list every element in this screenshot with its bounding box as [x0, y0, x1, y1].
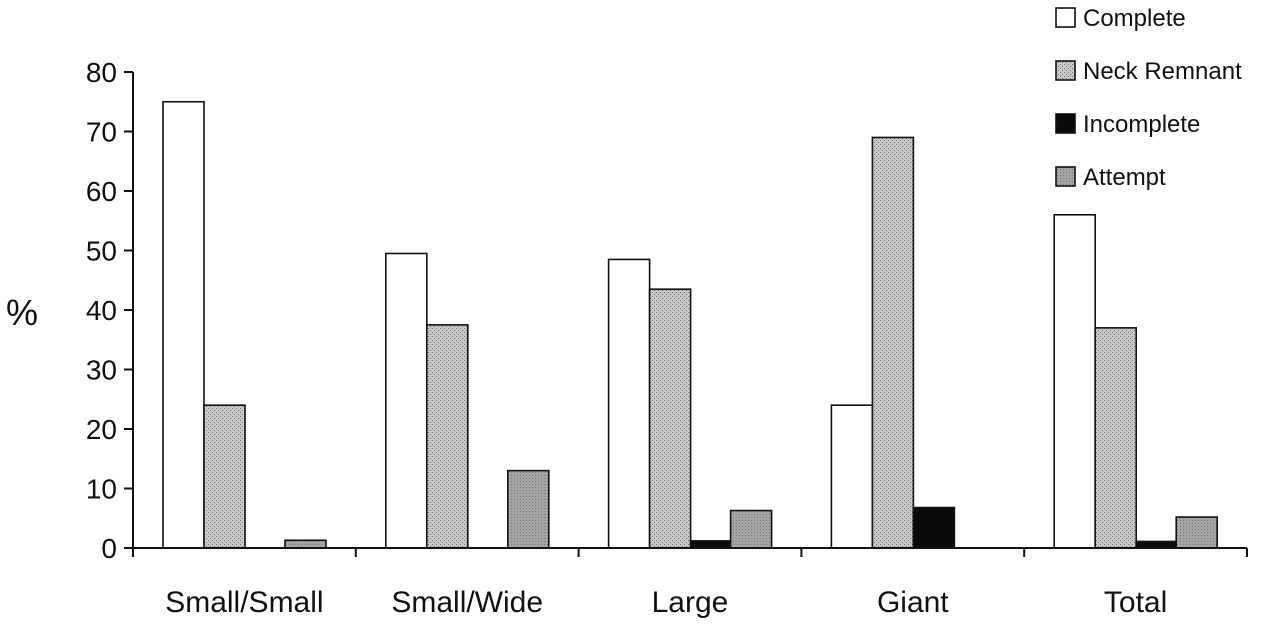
bar-complete	[607, 258, 651, 549]
y-tick-label: 80	[86, 57, 117, 88]
y-tick-label: 60	[86, 176, 117, 207]
bar-incomplete	[689, 540, 733, 549]
x-tick-label: Small/Wide	[391, 586, 543, 619]
y-tick-label: 70	[86, 117, 117, 148]
legend-label: Attempt	[1083, 164, 1166, 191]
y-axis: 0 10 20 30 40 50 60 70 80	[86, 57, 134, 564]
y-tick-label: 30	[86, 355, 117, 386]
legend-swatch	[1055, 166, 1076, 187]
bar-neck-remnant	[203, 404, 246, 549]
bar-complete	[162, 100, 205, 549]
bar-neck-remnant	[425, 324, 469, 549]
y-tick-label: 40	[86, 295, 117, 326]
bar-attempt	[729, 509, 773, 549]
y-tick-label: 0	[101, 533, 117, 564]
x-axis: Small/Small Small/Wide Large Giant Total	[132, 547, 1248, 619]
y-tick-label: 20	[86, 414, 117, 445]
x-tick-label: Small/Small	[165, 586, 323, 619]
x-tick-label: Total	[1104, 586, 1167, 619]
bar-complete	[1053, 214, 1096, 549]
bar-complete	[384, 252, 428, 549]
legend: Complete Neck Remnant Incomplete Attempt	[1055, 5, 1242, 191]
y-tick-label: 50	[86, 236, 117, 267]
bar-attempt	[1175, 516, 1218, 549]
bar-complete	[830, 404, 874, 549]
y-axis-label: %	[6, 292, 38, 333]
bar-neck-remnant	[648, 288, 692, 549]
legend-label: Complete	[1083, 5, 1186, 32]
y-tick-label: 10	[86, 474, 117, 505]
legend-swatch	[1055, 60, 1076, 81]
legend-swatch	[1055, 113, 1076, 134]
bar-neck-remnant	[871, 136, 915, 549]
legend-label: Incomplete	[1083, 111, 1200, 138]
bar-neck-remnant	[1094, 327, 1137, 549]
bar-attempt	[506, 469, 550, 549]
bar-attempt	[284, 539, 327, 549]
bar-incomplete	[912, 506, 956, 549]
legend-label: Neck Remnant	[1083, 58, 1242, 85]
x-tick-label: Large	[652, 586, 729, 619]
x-tick-label: Giant	[877, 586, 949, 619]
legend-swatch	[1055, 7, 1076, 28]
